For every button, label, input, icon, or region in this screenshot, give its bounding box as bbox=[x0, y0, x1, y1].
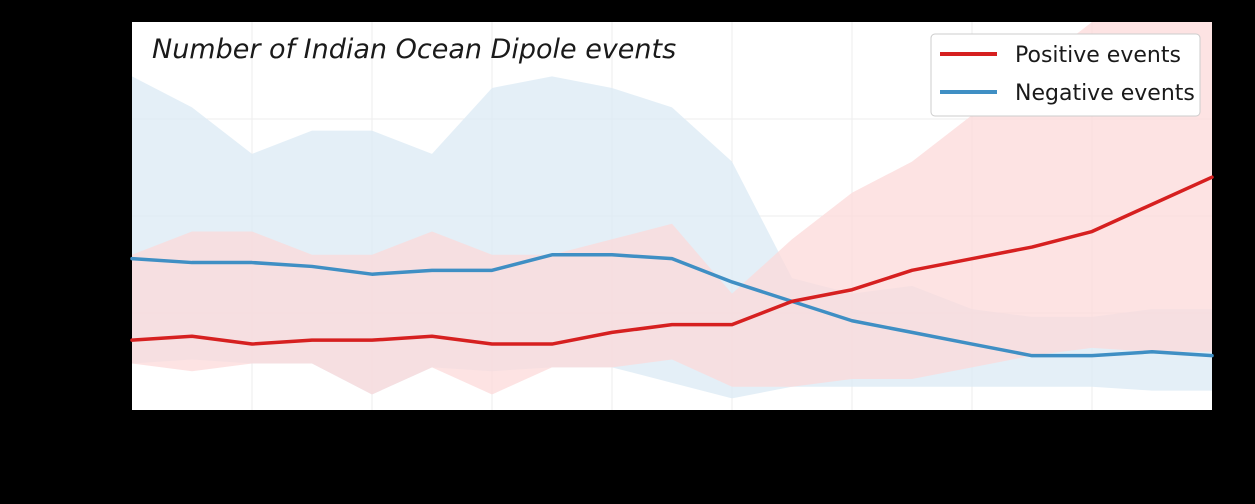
series-lines bbox=[130, 175, 1214, 358]
legend-label-negative: Negative events bbox=[1015, 81, 1195, 106]
positive-uncertainty-band bbox=[132, 22, 1212, 395]
negative-events-line bbox=[130, 253, 1214, 358]
legend-box bbox=[930, 33, 1201, 117]
legend-label-positive: Positive events bbox=[1015, 43, 1181, 68]
uncertainty-bands bbox=[132, 22, 1212, 399]
positive-events-line bbox=[130, 175, 1214, 346]
legend: Positive events Negative events bbox=[930, 33, 1201, 117]
chart-title: Number of Indian Ocean Dipole events bbox=[152, 34, 676, 65]
